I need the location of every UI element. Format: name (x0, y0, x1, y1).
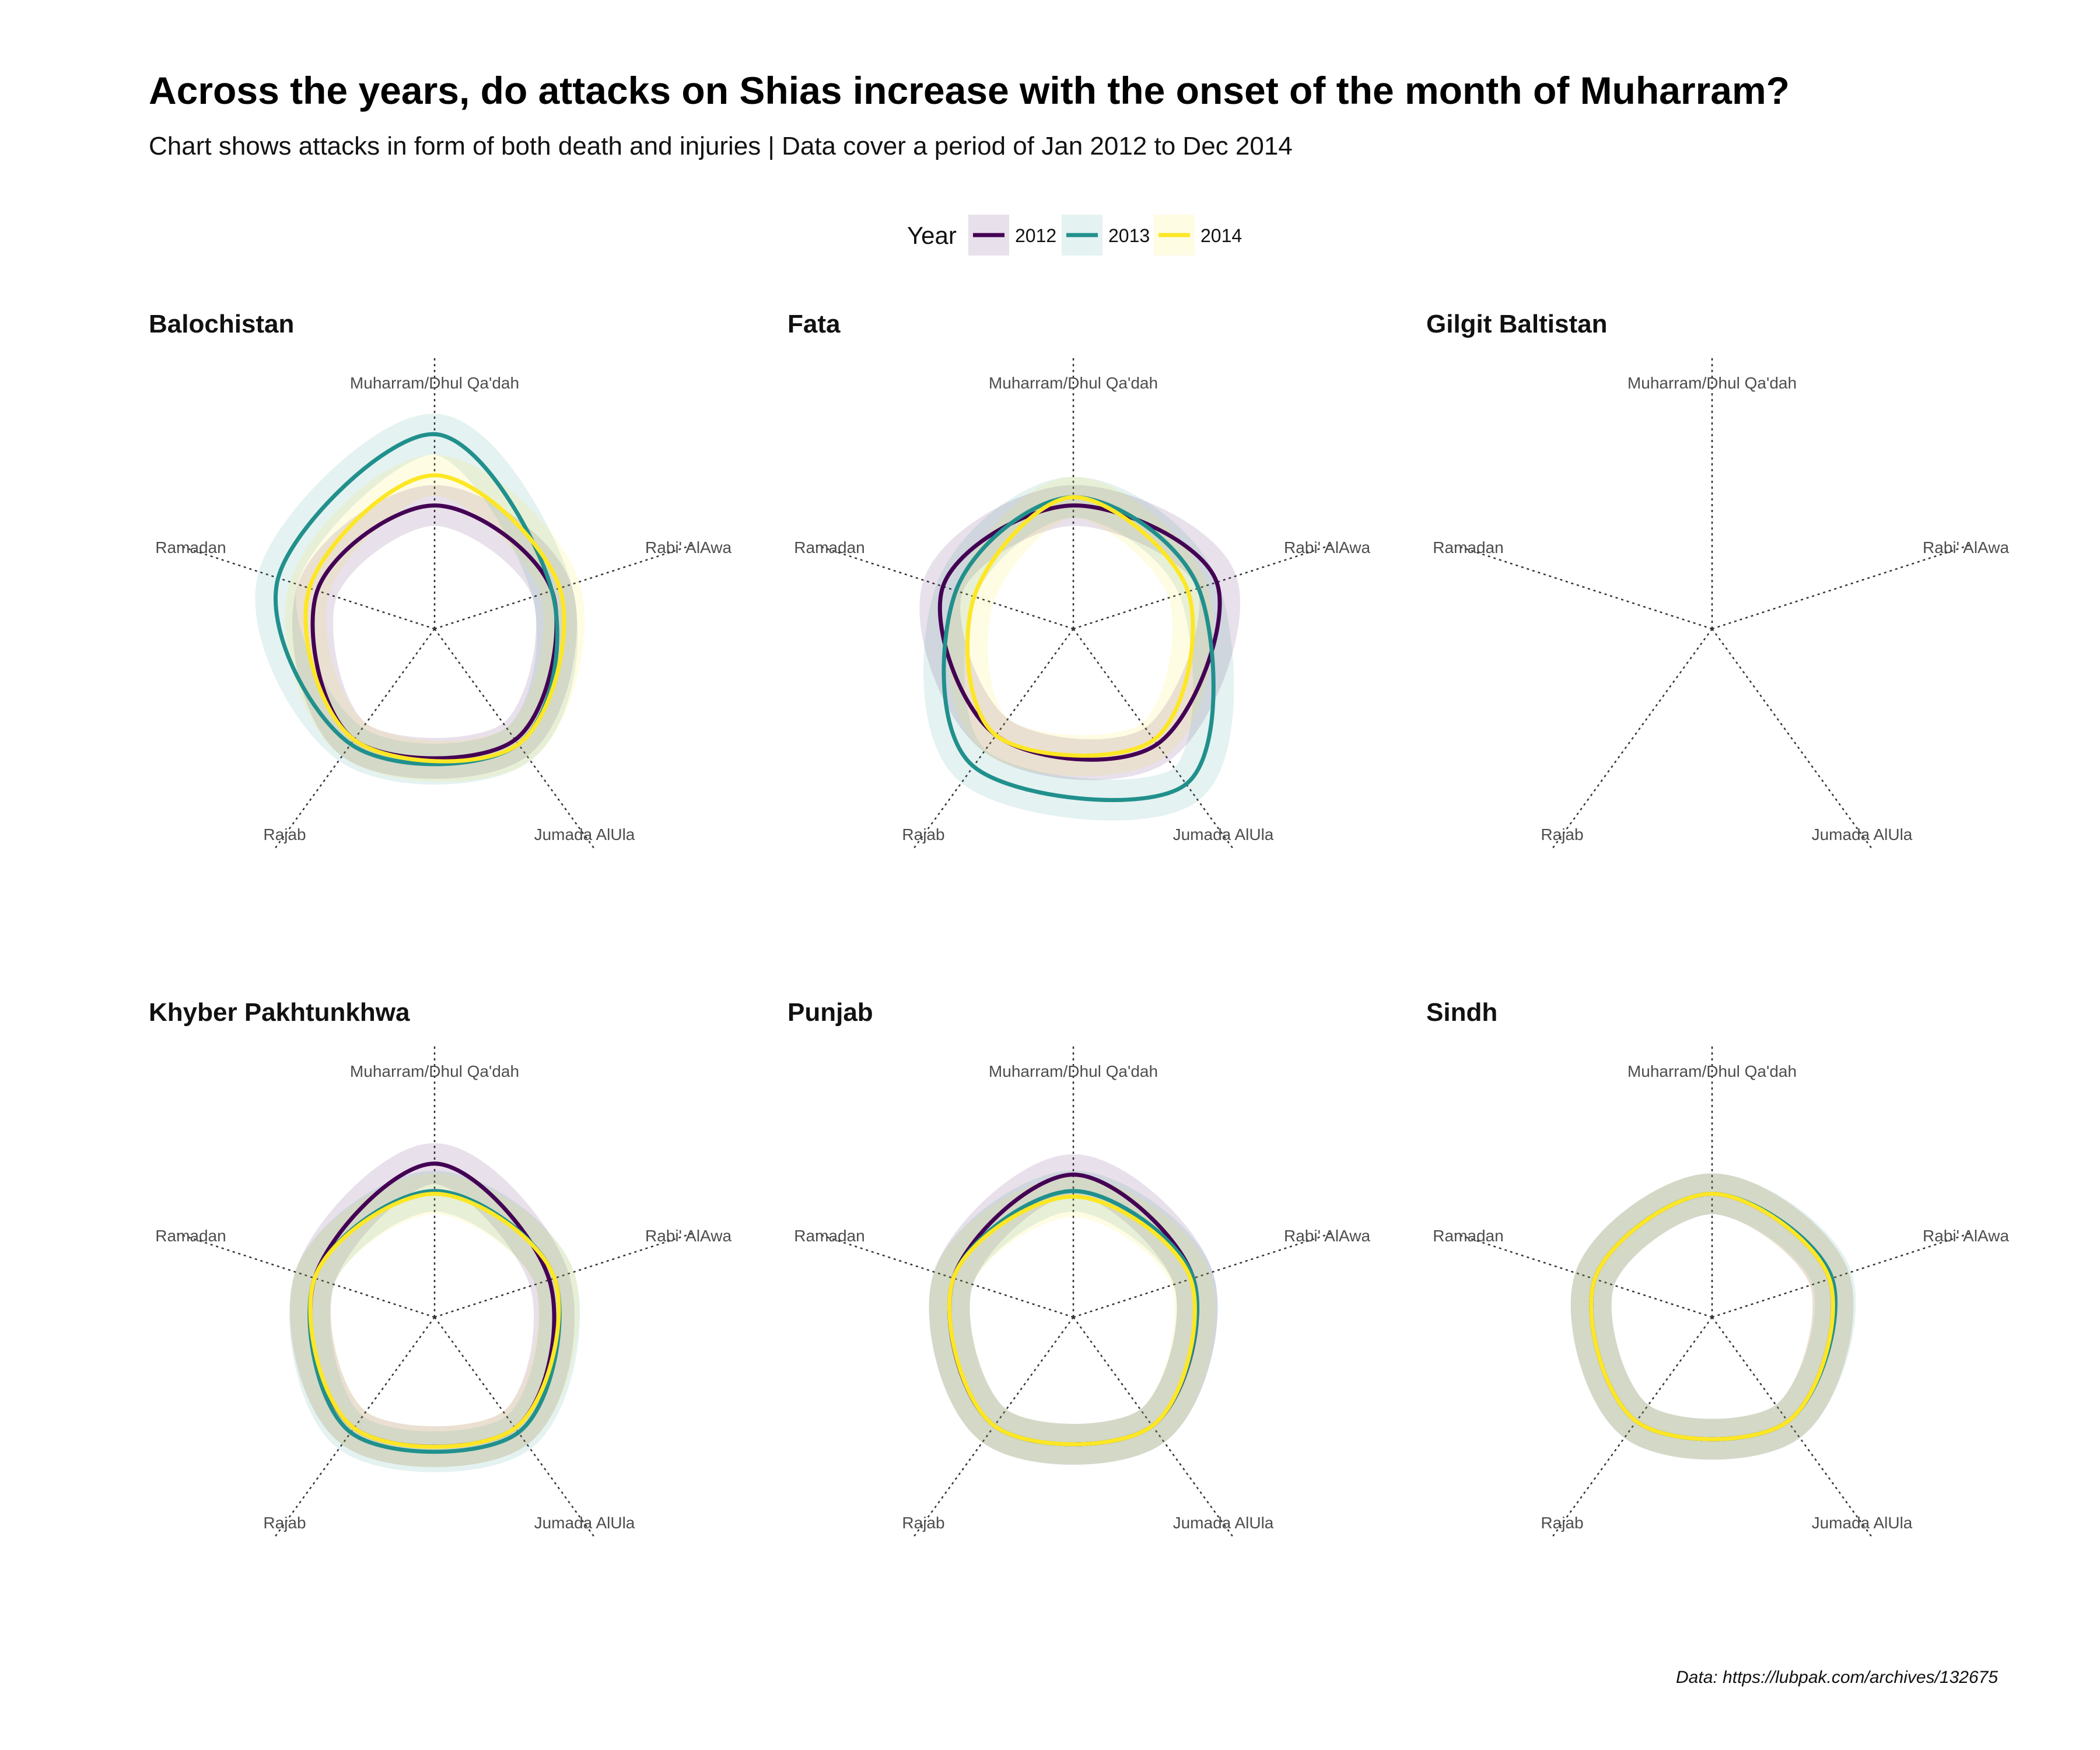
axis-spoke-3 (272, 1317, 436, 1539)
series-line-2014 (308, 1192, 561, 1449)
axis-label-0: Muharram/Dhul Qa'dah (350, 374, 519, 392)
axis-label-0: Muharram/Dhul Qa'dah (350, 1062, 519, 1080)
axis-label-2: Jumada AlUla (534, 1514, 635, 1532)
panel-punjab: Punjab Muharram/Dhul Qa'dah Rabi' AlAwa Jum… (788, 998, 1370, 1539)
axis-label-3: Rajab (1541, 825, 1583, 844)
chart-title: Across the years, do attacks on Shias in… (149, 69, 1790, 112)
axis-spoke-2 (433, 628, 597, 851)
axis-label-1: Rabi' AlAwa (1284, 538, 1370, 556)
axis-spoke-1 (1073, 1231, 1335, 1318)
axis-spoke-3 (1550, 1317, 1713, 1539)
legend-item-2013: 2013 (1062, 215, 1150, 256)
panel-title-punjab: Punjab (788, 998, 873, 1027)
legend-label-2012: 2012 (1015, 225, 1056, 246)
axis-label-0: Muharram/Dhul Qa'dah (1628, 374, 1797, 392)
axis-spoke-1 (1712, 543, 1973, 630)
axis-spoke-3 (911, 1317, 1074, 1539)
axis-label-3: Rajab (902, 825, 944, 844)
axis-label-0: Muharram/Dhul Qa'dah (1628, 1062, 1797, 1080)
panel-title-balochistan: Balochistan (149, 310, 294, 338)
series-line-2014 (947, 1194, 1197, 1447)
axis-spoke-2 (1072, 628, 1236, 851)
axis-label-4: Ramadan (155, 1227, 226, 1245)
axis-spoke-4 (812, 543, 1074, 630)
series-line-2014 (303, 473, 566, 764)
panel-title-khyber-pakhtunkhwa: Khyber Pakhtunkhwa (149, 998, 410, 1027)
chart-caption: Data: https://lubpak.com/archives/132675 (1676, 1668, 1998, 1687)
panel-title-fata: Fata (788, 310, 841, 338)
chart-subtitle: Chart shows attacks in form of both deat… (149, 132, 1293, 160)
axis-label-3: Rajab (263, 825, 306, 844)
axis-label-2: Jumada AlUla (534, 825, 635, 844)
axis-spoke-2 (433, 1317, 597, 1539)
series-line-2012 (937, 503, 1222, 762)
legend-label-2013: 2013 (1108, 225, 1150, 246)
axis-label-4: Ramadan (155, 538, 226, 556)
axis-spoke-3 (272, 628, 436, 851)
axis-spoke-4 (1451, 1231, 1713, 1318)
axis-label-2: Jumada AlUla (1812, 1514, 1913, 1532)
panel-balochistan: Balochistan Muharram/Dhul Qa'dah Rabi' AlA… (149, 310, 732, 851)
axis-label-3: Rajab (902, 1514, 944, 1532)
series-line-2013 (942, 495, 1216, 802)
legend-item-2012: 2012 (968, 215, 1056, 256)
axis-spoke-1 (434, 1231, 696, 1318)
axis-label-3: Rajab (263, 1514, 306, 1532)
legend-title: Year (907, 222, 957, 249)
axis-label-1: Rabi' AlAwa (1923, 538, 2009, 556)
axis-label-2: Jumada AlUla (1812, 825, 1913, 844)
axis-spoke-1 (434, 543, 696, 630)
panel-title-gilgit-baltistan: Gilgit Baltistan (1426, 310, 1607, 338)
axis-spoke-4 (173, 1231, 435, 1318)
axis-label-4: Ramadan (1433, 1227, 1503, 1245)
panel-khyber-pakhtunkhwa: Khyber Pakhtunkhwa Muharram/Dhul Qa'dah Ra… (149, 998, 732, 1539)
axis-spoke-2 (1711, 628, 1874, 851)
axis-label-2: Jumada AlUla (1173, 825, 1274, 844)
legend: Year 2012 2013 2014 (907, 215, 1242, 256)
axis-spoke-1 (1073, 543, 1335, 630)
axis-spoke-3 (1550, 628, 1713, 851)
panel-fata: Fata Muharram/Dhul Qa'dah Rabi' AlAwa Jumad… (788, 310, 1370, 851)
axis-spoke-1 (1712, 1231, 1973, 1318)
legend-label-2014: 2014 (1200, 225, 1242, 246)
panel-title-sindh: Sindh (1426, 998, 1497, 1027)
axis-label-4: Ramadan (1433, 538, 1503, 556)
axis-label-4: Ramadan (794, 538, 864, 556)
axis-spoke-4 (812, 1231, 1074, 1318)
axis-spoke-4 (173, 543, 435, 630)
axis-spoke-3 (911, 628, 1074, 851)
series-line-2014 (965, 495, 1195, 758)
panel-sindh: Sindh Muharram/Dhul Qa'dah Rabi' AlAwa Juma… (1426, 998, 2009, 1539)
axis-label-4: Ramadan (794, 1227, 864, 1245)
axis-label-1: Rabi' AlAwa (1923, 1227, 2009, 1245)
axis-label-1: Rabi' AlAwa (645, 538, 732, 556)
series-line-2014 (1589, 1192, 1835, 1441)
axis-spoke-2 (1072, 1317, 1236, 1539)
axis-label-1: Rabi' AlAwa (1284, 1227, 1370, 1245)
axis-label-1: Rabi' AlAwa (645, 1227, 732, 1245)
axis-label-3: Rajab (1541, 1514, 1583, 1532)
axis-spoke-4 (1451, 543, 1713, 630)
axis-spoke-2 (1711, 1317, 1874, 1539)
legend-item-2014: 2014 (1154, 215, 1242, 256)
axis-label-0: Muharram/Dhul Qa'dah (989, 1062, 1158, 1080)
series-line-2013 (274, 432, 559, 766)
panel-gilgit-baltistan: Gilgit Baltistan Muharram/Dhul Qa'dah Rabi… (1426, 310, 2009, 851)
axis-label-2: Jumada AlUla (1173, 1514, 1274, 1532)
axis-label-0: Muharram/Dhul Qa'dah (989, 374, 1158, 392)
